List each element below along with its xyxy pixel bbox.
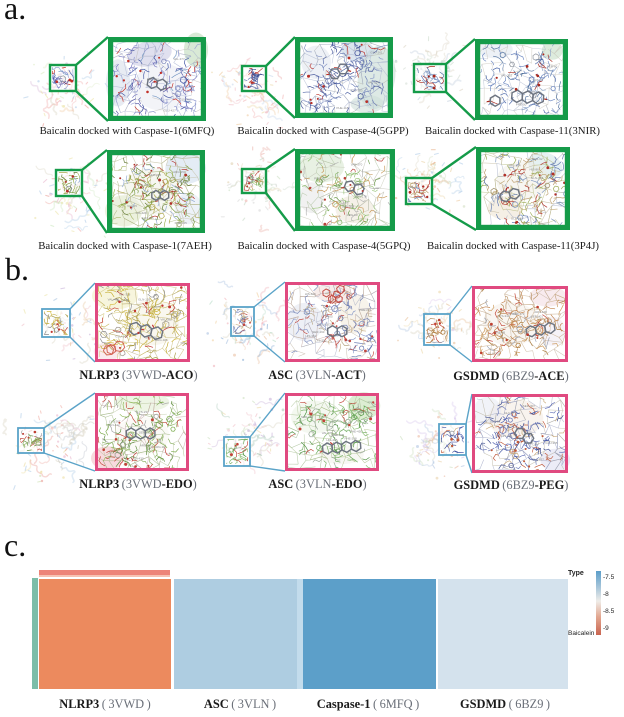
svg-text:PHE-50: PHE-50 [516, 102, 527, 106]
svg-text:VAL-154: VAL-154 [368, 81, 380, 85]
svg-text:VAL-45: VAL-45 [127, 204, 137, 208]
svg-text:GLN-132: GLN-132 [491, 195, 504, 199]
svg-text:SER-278: SER-278 [355, 194, 368, 198]
svg-text:ARG-204: ARG-204 [508, 164, 521, 168]
svg-text:PHE-450: PHE-450 [350, 430, 363, 434]
svg-text:GLN-412: GLN-412 [108, 423, 121, 427]
svg-text:SER-92: SER-92 [532, 157, 543, 161]
svg-text:LYS-237: LYS-237 [137, 410, 149, 414]
svg-text:GLN-430: GLN-430 [131, 457, 144, 461]
svg-text:ARG-326: ARG-326 [155, 338, 168, 342]
svg-text:VAL-234: VAL-234 [518, 331, 530, 335]
svg-text:GLN-457: GLN-457 [179, 97, 192, 101]
svg-text:LYS-350: LYS-350 [315, 338, 327, 342]
svg-text:VAL-322: VAL-322 [501, 73, 513, 77]
svg-text:GLU-163: GLU-163 [319, 323, 332, 327]
svg-text:PHE-71: PHE-71 [314, 176, 325, 180]
svg-text:ARG-64: ARG-64 [140, 444, 151, 448]
svg-text:GLN-257: GLN-257 [532, 457, 545, 461]
svg-text:ARG-63: ARG-63 [347, 213, 358, 217]
svg-text:HIS-415: HIS-415 [326, 438, 337, 442]
svg-text:GLU-365: GLU-365 [545, 441, 558, 445]
svg-text:GLU-365: GLU-365 [115, 335, 128, 339]
svg-text:ARG-151: ARG-151 [173, 170, 186, 174]
svg-text:ARG-90: ARG-90 [154, 445, 165, 449]
svg-text:ARG-128: ARG-128 [534, 310, 547, 314]
svg-text:HIS-429: HIS-429 [305, 292, 316, 296]
svg-text:VAL-318: VAL-318 [119, 293, 131, 297]
svg-text:LYS-405: LYS-405 [321, 315, 333, 319]
svg-text:HIS-362: HIS-362 [305, 334, 316, 338]
svg-text:HIS-429: HIS-429 [136, 211, 147, 215]
svg-text:SER-305: SER-305 [149, 173, 162, 177]
svg-text:SER-401: SER-401 [531, 315, 544, 319]
svg-text:SER-308: SER-308 [342, 204, 355, 208]
svg-text:PHE-298: PHE-298 [345, 437, 358, 441]
svg-text:VAL-436: VAL-436 [108, 298, 120, 302]
svg-text:SER-150: SER-150 [301, 415, 314, 419]
svg-text:HIS-432: HIS-432 [501, 434, 512, 438]
svg-text:SER-193: SER-193 [312, 330, 325, 334]
svg-text:PHE-261: PHE-261 [359, 308, 372, 312]
svg-text:VAL-375: VAL-375 [322, 431, 334, 435]
svg-text:GLU-261: GLU-261 [370, 50, 383, 54]
svg-text:SER-405: SER-405 [145, 336, 158, 340]
svg-text:PHE-420: PHE-420 [147, 78, 160, 82]
svg-text:PHE-306: PHE-306 [332, 433, 345, 437]
svg-text:SER-80: SER-80 [490, 419, 501, 423]
svg-text:GLU-179: GLU-179 [512, 312, 525, 316]
svg-text:SER-233: SER-233 [139, 431, 152, 435]
svg-text:HIS-382: HIS-382 [354, 182, 365, 186]
svg-text:VAL-113: VAL-113 [177, 179, 189, 183]
svg-text:GLU-303: GLU-303 [350, 89, 363, 93]
svg-text:SER-307: SER-307 [523, 404, 536, 408]
svg-text:PHE-345: PHE-345 [175, 221, 188, 225]
svg-text:GLU-301: GLU-301 [488, 351, 501, 355]
svg-text:GLU-427: GLU-427 [164, 109, 177, 113]
svg-text:HIS-86: HIS-86 [530, 168, 540, 172]
svg-text:PHE-141: PHE-141 [357, 410, 370, 414]
svg-text:GLU-247: GLU-247 [511, 216, 524, 220]
svg-text:GLN-359: GLN-359 [531, 176, 544, 180]
svg-text:PHE-88: PHE-88 [495, 331, 506, 335]
svg-text:GLN-255: GLN-255 [141, 216, 154, 220]
svg-text:PHE-118: PHE-118 [336, 106, 348, 110]
svg-text:SER-60: SER-60 [547, 65, 558, 69]
svg-text:GLN-275: GLN-275 [137, 183, 150, 187]
svg-text:VAL-377: VAL-377 [173, 57, 185, 61]
svg-text:LYS-211: LYS-211 [528, 442, 540, 446]
svg-text:GLN-57: GLN-57 [504, 411, 515, 415]
svg-text:VAL-382: VAL-382 [160, 317, 172, 321]
svg-text:HIS-79: HIS-79 [534, 78, 544, 82]
svg-text:LYS-341: LYS-341 [498, 314, 510, 318]
svg-text:LYS-267: LYS-267 [109, 419, 121, 423]
svg-text:VAL-370: VAL-370 [351, 163, 363, 167]
svg-text:GLN-139: GLN-139 [138, 297, 151, 301]
